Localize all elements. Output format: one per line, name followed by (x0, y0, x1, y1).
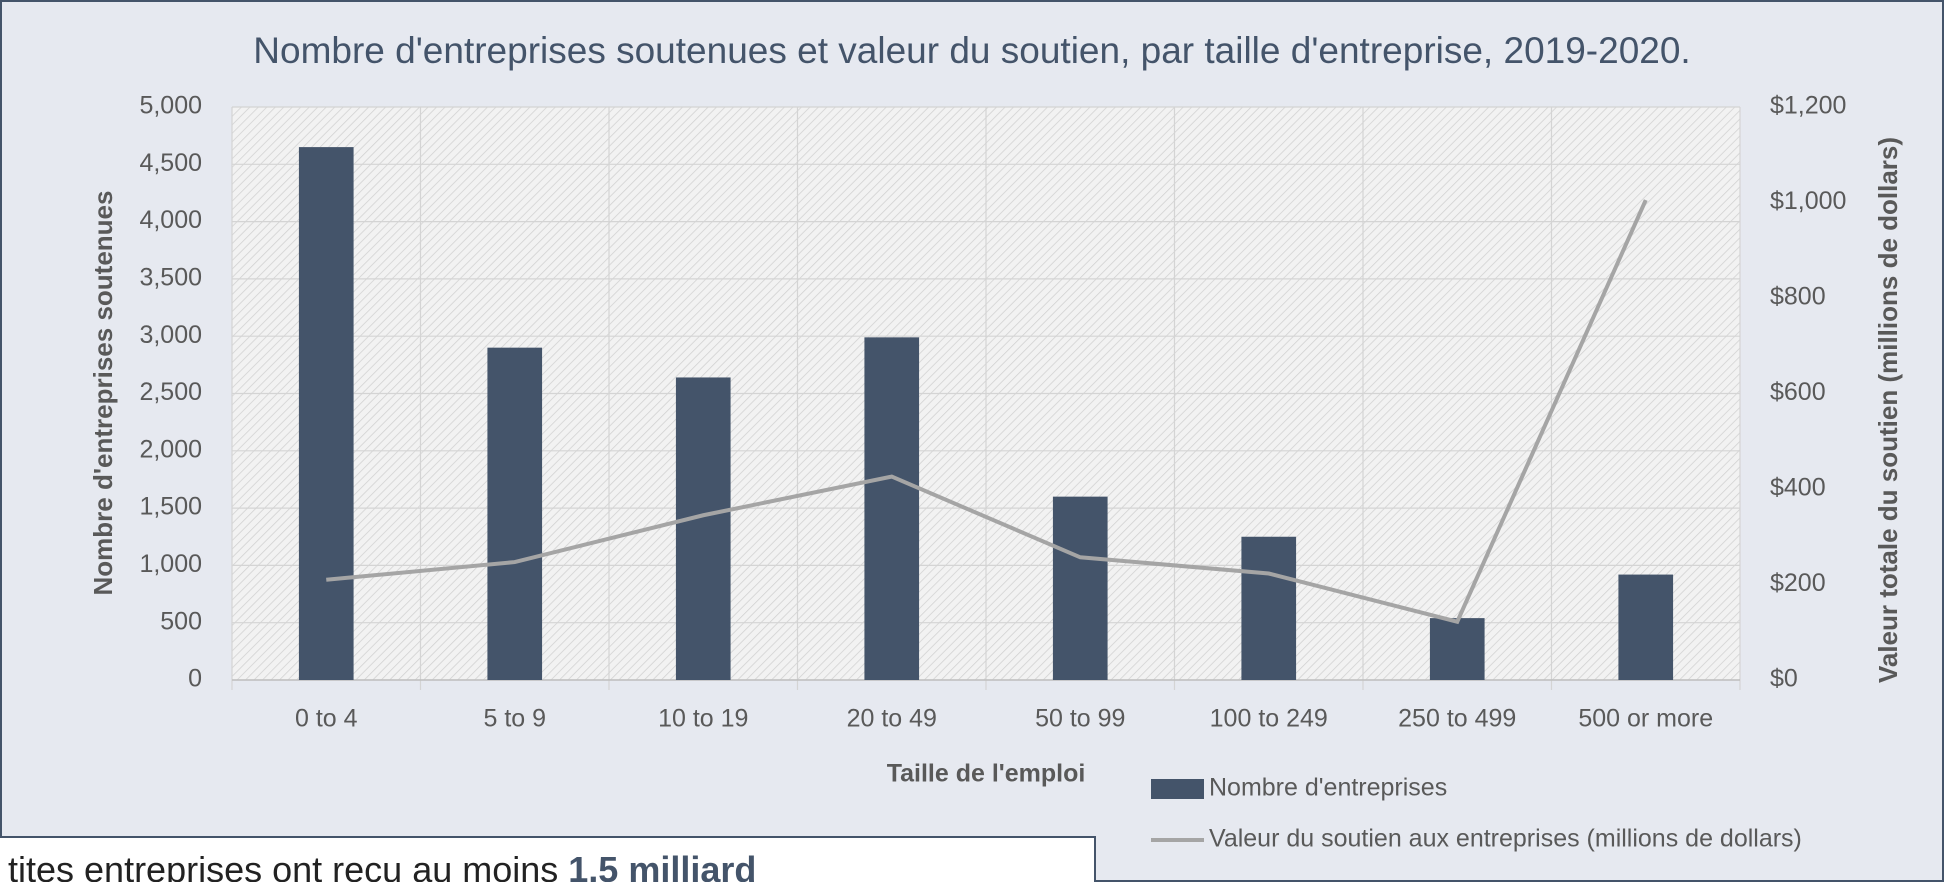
y2-tick-label: $800 (1770, 283, 1826, 311)
bar (1618, 574, 1674, 680)
y-tick-label: 1,500 (139, 493, 202, 521)
y2-tick-label: $1,200 (1770, 92, 1846, 120)
y2-tick-label: $600 (1770, 378, 1826, 406)
x-tick-label: 250 to 499 (1398, 705, 1516, 733)
y-tick-label: 1,000 (139, 550, 202, 578)
x-tick-label: 0 to 4 (295, 705, 358, 733)
legend-label: Nombre d'entreprises (1209, 774, 1447, 802)
y2-tick-label: $200 (1770, 569, 1826, 597)
y2-tick-label: $1,000 (1770, 187, 1846, 215)
bar (1052, 496, 1108, 680)
y-tick-label: 4,500 (139, 149, 202, 177)
bar (487, 347, 543, 680)
x-tick-label: 10 to 19 (658, 705, 748, 733)
y2-tick-label: $400 (1770, 474, 1826, 502)
y-tick-label: 2,500 (139, 378, 202, 406)
y-tick-label: 0 (188, 665, 202, 693)
legend-swatch (1151, 779, 1204, 799)
bar (298, 147, 354, 681)
bar (675, 377, 731, 680)
y-tick-label: 4,000 (139, 206, 202, 234)
x-tick-label: 500 or more (1578, 705, 1713, 733)
line (326, 199, 1648, 625)
bar (1429, 618, 1485, 680)
y-axis-label: Nombre d'entreprises soutenues (88, 191, 118, 596)
y-tick-label: 5,000 (139, 92, 202, 120)
legend-label: Valeur du soutien aux entreprises (milli… (1209, 825, 1802, 853)
x-tick-label: 50 to 99 (1035, 705, 1125, 733)
x-tick-label: 100 to 249 (1210, 705, 1328, 733)
callout-text: tites entreprises ont reçu au moins 1,5 … (8, 849, 756, 882)
y-tick-label: 500 (160, 607, 202, 635)
x-axis-label: Taille de l'emploi (887, 760, 1086, 788)
x-tick-label: 5 to 9 (483, 705, 546, 733)
x-tick-label: 20 to 49 (847, 705, 937, 733)
chart-title: Nombre d'entreprises soutenues et valeur… (253, 30, 1690, 71)
y2-tick-label: $0 (1770, 665, 1798, 693)
y2-axis-label: Valeur totale du soutien (millions de do… (1873, 137, 1903, 683)
bar (864, 337, 920, 680)
y-tick-label: 3,500 (139, 264, 202, 292)
y-tick-label: 3,000 (139, 321, 202, 349)
y-tick-label: 2,000 (139, 435, 202, 463)
callout-highlight: 1,5 milliard (568, 849, 756, 882)
callout-box (0, 836, 1096, 882)
callout-prefix: tites entreprises ont reçu au moins (8, 849, 558, 882)
bar (1241, 536, 1297, 680)
